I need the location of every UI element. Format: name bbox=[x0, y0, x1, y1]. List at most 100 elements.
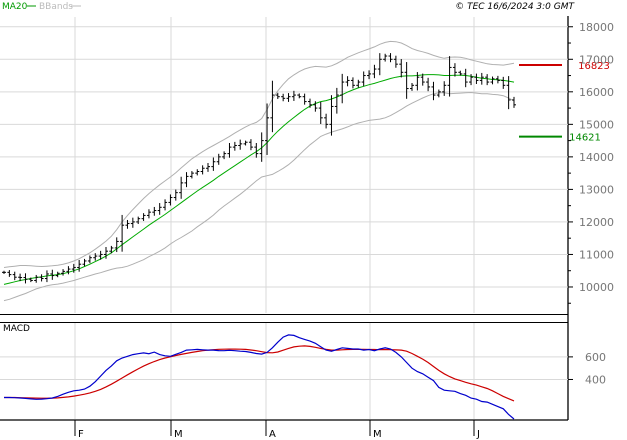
levels-layer: 16823 14621 bbox=[519, 61, 610, 144]
price-bar bbox=[44, 270, 49, 283]
price-y-tick-label: 10000 bbox=[579, 281, 614, 294]
price-bar bbox=[71, 263, 76, 273]
price-y-tick-label: 13000 bbox=[579, 183, 614, 196]
ma20-line bbox=[3, 74, 515, 285]
price-bar bbox=[329, 95, 334, 136]
legend-bbands-label: BBands bbox=[39, 2, 73, 12]
price-bar bbox=[109, 245, 114, 254]
price-bar bbox=[275, 92, 280, 99]
price-bar bbox=[415, 72, 420, 91]
price-bar bbox=[512, 96, 516, 108]
price-bar bbox=[238, 139, 243, 150]
price-bar bbox=[152, 206, 157, 216]
price-bar bbox=[34, 274, 39, 283]
price-bar bbox=[458, 70, 463, 76]
macd-y-tick-label: 600 bbox=[585, 351, 606, 364]
price-bar bbox=[302, 93, 307, 105]
price-bar bbox=[259, 132, 264, 162]
resistance-level-label: 16823 bbox=[578, 61, 610, 72]
price-bar bbox=[104, 246, 108, 259]
price-bar bbox=[184, 172, 189, 188]
price-bar bbox=[410, 83, 414, 91]
price-bar bbox=[345, 76, 350, 87]
price-bar bbox=[163, 199, 168, 211]
price-bar bbox=[420, 73, 425, 86]
price-bar bbox=[87, 255, 92, 264]
price-bar bbox=[324, 113, 329, 129]
macd-line bbox=[4, 334, 515, 420]
month-tick-label: F bbox=[78, 429, 84, 440]
price-bar bbox=[313, 101, 318, 112]
month-tick-label: J bbox=[476, 429, 480, 440]
price-bar bbox=[377, 53, 382, 76]
price-bar bbox=[195, 169, 200, 176]
macd-panel bbox=[0, 322, 568, 420]
price-bar bbox=[265, 103, 270, 155]
bbands-layer bbox=[3, 40, 515, 302]
price-bar bbox=[211, 157, 216, 171]
source-stamp: © TEC 16/6/2024 3:0 GMT bbox=[455, 2, 575, 12]
price-bar bbox=[501, 76, 506, 89]
price-bar bbox=[490, 76, 495, 85]
price-bar bbox=[141, 213, 146, 221]
price-bar bbox=[340, 73, 345, 104]
price-bar bbox=[93, 253, 98, 261]
price-bar bbox=[399, 59, 404, 78]
month-tick-label: M bbox=[174, 429, 183, 440]
price-bar bbox=[442, 81, 447, 96]
support-level-label: 14621 bbox=[569, 133, 601, 144]
month-tick-label: M bbox=[373, 429, 382, 440]
price-bar bbox=[361, 71, 366, 87]
price-bar bbox=[404, 62, 409, 99]
price-bar bbox=[286, 93, 291, 102]
price-y-tick-label: 12000 bbox=[579, 216, 614, 229]
price-bar bbox=[125, 219, 130, 229]
price-bar bbox=[426, 77, 431, 92]
price-bar bbox=[189, 171, 194, 179]
price-bar bbox=[388, 53, 393, 63]
ma20-layer bbox=[3, 74, 515, 285]
legend-ma20-label: MA20 bbox=[2, 2, 28, 12]
price-bar bbox=[436, 89, 441, 98]
price-bar bbox=[495, 75, 500, 84]
price-bar bbox=[367, 70, 372, 80]
price-bar bbox=[216, 153, 221, 165]
price-bar bbox=[200, 165, 205, 175]
price-bar bbox=[452, 63, 457, 77]
macd-grid-layer bbox=[0, 356, 568, 380]
price-bar bbox=[232, 141, 237, 151]
price-bar bbox=[469, 74, 474, 86]
price-bar bbox=[248, 139, 253, 151]
price-bar bbox=[7, 270, 12, 277]
price-bar bbox=[120, 214, 125, 252]
price-bar bbox=[39, 274, 44, 282]
price-bar bbox=[318, 101, 323, 124]
price-bar bbox=[474, 73, 479, 85]
price-bar bbox=[479, 72, 484, 85]
price-bar bbox=[206, 163, 210, 172]
price-bars-layer bbox=[2, 53, 516, 284]
price-bar bbox=[254, 143, 259, 158]
price-bar bbox=[291, 90, 296, 101]
price-bar bbox=[227, 143, 232, 158]
price-y-ticks: 10000 11000 12000 13000 14000 15000 16000 17000… bbox=[568, 21, 614, 304]
price-bar bbox=[506, 76, 511, 110]
price-bar bbox=[179, 176, 184, 199]
price-bar bbox=[50, 269, 55, 280]
price-bar bbox=[334, 87, 339, 114]
price-y-tick-label: 16000 bbox=[579, 86, 614, 99]
price-bar bbox=[222, 151, 227, 160]
price-bar bbox=[136, 216, 141, 224]
price-bar bbox=[55, 271, 60, 278]
macd-y-tick-label: 400 bbox=[585, 373, 606, 386]
price-bar bbox=[350, 77, 355, 89]
price-bar bbox=[146, 209, 151, 219]
price-y-tick-label: 14000 bbox=[579, 151, 614, 164]
price-bar bbox=[98, 250, 103, 260]
price-bar bbox=[168, 194, 173, 206]
price-bar bbox=[77, 259, 82, 272]
price-bar bbox=[485, 74, 490, 86]
grid-layer bbox=[0, 17, 568, 419]
